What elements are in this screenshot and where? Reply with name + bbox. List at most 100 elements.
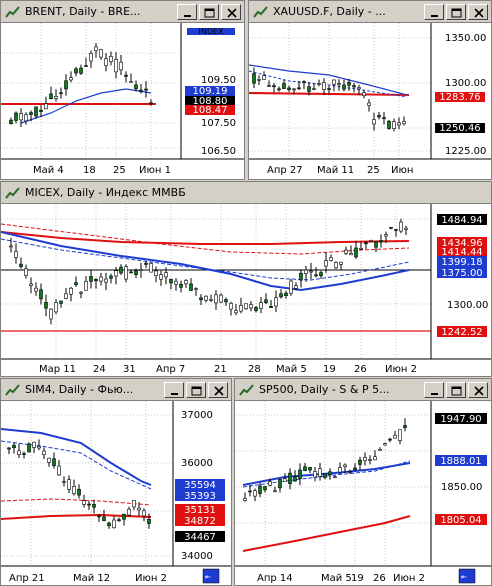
chart-window-sp500[interactable]: SP500, Daily - S & P 5... 1850.00 1947.9…: [234, 378, 492, 586]
minimize-button[interactable]: [424, 381, 444, 398]
x-tick: Июн 2: [393, 573, 425, 584]
candle-body: [204, 295, 208, 301]
candle-body: [27, 443, 31, 453]
price-box: 34467: [184, 532, 216, 543]
window-title: XAUUSD.F, Daily - ...: [273, 5, 386, 18]
candle-body: [64, 293, 68, 299]
candle-body: [164, 272, 168, 278]
candle-body: [404, 227, 408, 230]
y-tick: 34000: [181, 551, 213, 562]
candle-body: [389, 227, 393, 229]
titlebar-xauusd[interactable]: XAUUSD.F, Daily - ...: [249, 1, 491, 23]
x-tick: 21: [214, 364, 227, 375]
price-chart-micex[interactable]: 1484.94 1434.96 1414.44 1399.18 1375.00 …: [1, 204, 492, 377]
candle-body: [349, 253, 353, 256]
candle-body: [84, 65, 88, 67]
candle-body: [353, 467, 357, 471]
candle-body: [297, 87, 301, 90]
maximize-button[interactable]: [446, 3, 466, 20]
close-button[interactable]: [208, 381, 228, 398]
maximize-button[interactable]: [186, 381, 206, 398]
x-axis-sp500: Апр 14 Май 5 19 26 Июн 2: [257, 573, 425, 584]
candle-body: [357, 87, 361, 90]
maximize-button[interactable]: [446, 381, 466, 398]
candle-body: [19, 263, 23, 267]
candle-body: [263, 486, 267, 491]
x-tick: Июн 2: [385, 364, 417, 375]
candle-body: [392, 121, 396, 130]
y-tick: 36000: [181, 458, 213, 469]
price-boxes-sim4: 35594 35393 35131 34872 34467: [175, 479, 225, 543]
chart-window-sim4[interactable]: SIM4, Daily - Фью... 37000 36000 34000: [0, 378, 232, 586]
candle-body: [239, 304, 243, 312]
candle-body: [264, 299, 268, 304]
x-axis-sim4: Апр 21 Май 12 Июн 2: [9, 573, 167, 584]
candle-body: [194, 288, 198, 290]
minimize-button[interactable]: [164, 381, 184, 398]
candle-body: [327, 88, 331, 90]
price-chart-sim4[interactable]: 37000 36000 34000 35594 35393 35131 3487…: [1, 401, 232, 586]
candle-body: [129, 81, 133, 83]
candle-body: [398, 429, 402, 441]
candle-body: [292, 88, 296, 91]
candle-body: [262, 75, 266, 80]
price-box: 1414.44: [441, 247, 482, 258]
chart-window-micex[interactable]: MICEX, Daily - Индекс ММВБ 1484.94 1434.…: [0, 181, 492, 377]
scroll-corner-icon[interactable]: ⇤: [202, 568, 220, 584]
x-tick: Апр 14: [257, 573, 293, 584]
candle-body: [9, 119, 13, 124]
candle-body: [342, 84, 346, 90]
candle-body: [303, 466, 307, 472]
x-tick: 28: [248, 364, 261, 375]
candle-body: [253, 490, 257, 497]
price-box: 1434.96: [441, 238, 482, 249]
candle-body: [299, 272, 303, 281]
price-box: 35594: [184, 480, 216, 491]
candle-body: [39, 289, 43, 300]
price-box: 1250.46: [439, 123, 480, 134]
candle-body: [308, 467, 312, 471]
scroll-corner-icon[interactable]: ⇤: [458, 568, 476, 584]
chart-window-xauusd[interactable]: XAUUSD.F, Daily - ... 1350.00 1300.00 12…: [248, 0, 492, 180]
candle-body: [269, 305, 273, 308]
corner-index-box: [187, 28, 235, 35]
price-chart-brent[interactable]: INDEX 109.50 107.50 106.50 109.19 108.80…: [1, 23, 245, 180]
candle-body: [57, 465, 61, 476]
candle-body: [322, 82, 326, 90]
candle-body: [298, 469, 302, 479]
titlebar-sp500[interactable]: SP500, Daily - S & P 5...: [235, 379, 491, 401]
close-button[interactable]: [468, 3, 488, 20]
candle-body: [354, 247, 358, 258]
minimize-button[interactable]: [177, 3, 197, 20]
close-button[interactable]: [221, 3, 241, 20]
candle-body: [79, 291, 83, 294]
candle-body: [134, 84, 138, 90]
titlebar-sim4[interactable]: SIM4, Daily - Фью...: [1, 379, 231, 401]
maximize-button[interactable]: [199, 3, 219, 20]
chart-icon: [5, 5, 21, 19]
price-chart-sp500[interactable]: 1850.00 1947.90 1888.01 1805.04 Апр 14 М…: [235, 401, 492, 586]
candle-body: [258, 485, 262, 494]
minimize-button[interactable]: [424, 3, 444, 20]
titlebar-brent[interactable]: BRENT, Daily - BRE...: [1, 1, 244, 23]
candle-body: [279, 293, 283, 298]
candle-body: [267, 85, 271, 87]
candle-body: [122, 513, 126, 520]
close-button[interactable]: [468, 381, 488, 398]
candle-body: [318, 468, 322, 477]
titlebar-micex[interactable]: MICEX, Daily - Индекс ММВБ: [1, 182, 491, 204]
candle-body: [377, 115, 381, 118]
candle-body: [274, 297, 278, 307]
price-box: 35393: [184, 491, 216, 502]
candle-body: [174, 280, 178, 285]
candle-body: [17, 450, 21, 455]
price-box: 35131: [184, 505, 216, 516]
candle-body: [384, 234, 388, 237]
candle-body: [7, 447, 11, 450]
price-box: 109.19: [193, 86, 228, 97]
chart-icon: [239, 383, 255, 397]
price-box: 1805.04: [440, 515, 481, 526]
candle-body: [248, 490, 252, 493]
price-chart-xauusd[interactable]: 1350.00 1300.00 1225.00 1283.76 1250.46 …: [249, 23, 492, 180]
chart-window-brent[interactable]: BRENT, Daily - BRE... INDEX 109.50 107.5…: [0, 0, 245, 180]
